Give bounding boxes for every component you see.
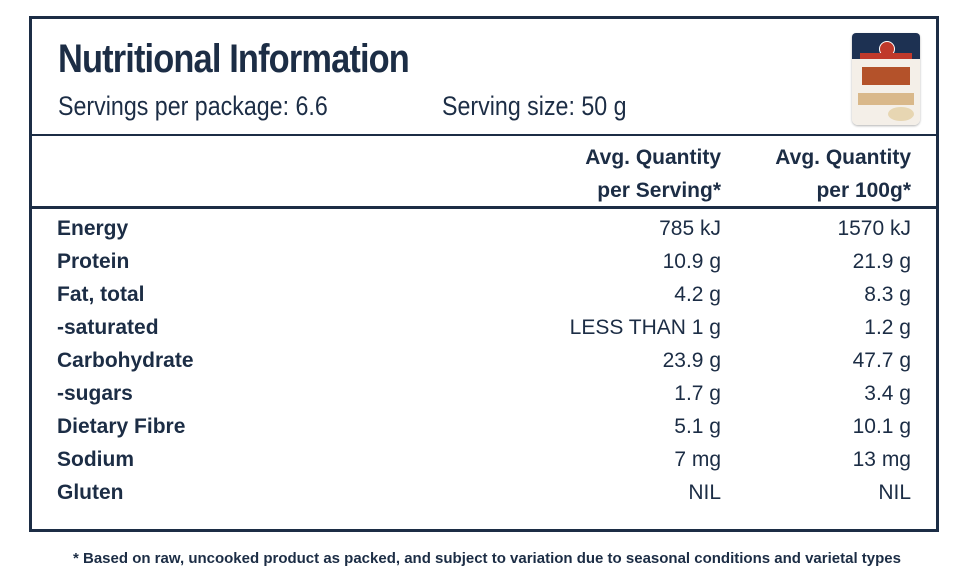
table-row: Dietary Fibre 5.1 g 10.1 g bbox=[32, 415, 936, 448]
per-serving-value: 23.9 g bbox=[662, 349, 721, 372]
nutrient-label: Energy bbox=[57, 217, 129, 240]
per-100g-value: 1570 kJ bbox=[837, 217, 911, 240]
table-row: Gluten NIL NIL bbox=[32, 481, 936, 514]
nutrient-label: Dietary Fibre bbox=[57, 415, 186, 438]
per-serving-value: 785 kJ bbox=[659, 217, 721, 240]
nutrient-table: Energy 785 kJ 1570 kJ Protein 10.9 g 21.… bbox=[32, 217, 936, 514]
panel-title: Nutritional Information bbox=[58, 37, 410, 81]
nutrient-label: -sugars bbox=[57, 382, 133, 405]
per-100g-value: 10.1 g bbox=[852, 415, 911, 438]
table-row: Carbohydrate 23.9 g 47.7 g bbox=[32, 349, 936, 382]
table-row: -saturated LESS THAN 1 g 1.2 g bbox=[32, 316, 936, 349]
column-header-per-100g: Avg. Quantity per 100g* bbox=[775, 146, 911, 202]
per-100g-value: 8.3 g bbox=[864, 283, 911, 306]
column-header-per-serving: Avg. Quantity per Serving* bbox=[585, 146, 721, 202]
per-serving-value: 5.1 g bbox=[674, 415, 721, 438]
footnote: * Based on raw, uncooked product as pack… bbox=[73, 550, 901, 567]
per-serving-value: 4.2 g bbox=[674, 283, 721, 306]
per-100g-value: 47.7 g bbox=[852, 349, 911, 372]
per-serving-value: LESS THAN 1 g bbox=[569, 316, 721, 339]
table-row: Protein 10.9 g 21.9 g bbox=[32, 250, 936, 283]
table-row: Sodium 7 mg 13 mg bbox=[32, 448, 936, 481]
per-100g-value: 1.2 g bbox=[864, 316, 911, 339]
nutrient-label: -saturated bbox=[57, 316, 159, 339]
per-100g-value: NIL bbox=[878, 481, 911, 504]
divider bbox=[32, 206, 936, 209]
per-100g-value: 3.4 g bbox=[864, 382, 911, 405]
table-row: Energy 785 kJ 1570 kJ bbox=[32, 217, 936, 250]
per-serving-value: 7 mg bbox=[674, 448, 721, 471]
divider bbox=[32, 134, 936, 136]
nutrient-label: Sodium bbox=[57, 448, 134, 471]
per-serving-value: NIL bbox=[688, 481, 721, 504]
per-100g-value: 13 mg bbox=[852, 448, 911, 471]
servings-per-package: Servings per package: 6.6 bbox=[58, 91, 328, 121]
nutrient-label: Protein bbox=[57, 250, 130, 273]
nutrient-label: Gluten bbox=[57, 481, 124, 504]
nutrient-label: Fat, total bbox=[57, 283, 145, 306]
table-row: Fat, total 4.2 g 8.3 g bbox=[32, 283, 936, 316]
product-pack-image bbox=[852, 33, 920, 125]
per-100g-value: 21.9 g bbox=[852, 250, 911, 273]
per-serving-value: 1.7 g bbox=[674, 382, 721, 405]
nutrient-label: Carbohydrate bbox=[57, 349, 194, 372]
per-serving-value: 10.9 g bbox=[662, 250, 721, 273]
serving-size: Serving size: 50 g bbox=[442, 91, 627, 121]
nutrition-panel: Nutritional Information Servings per pac… bbox=[29, 16, 939, 532]
table-row: -sugars 1.7 g 3.4 g bbox=[32, 382, 936, 415]
